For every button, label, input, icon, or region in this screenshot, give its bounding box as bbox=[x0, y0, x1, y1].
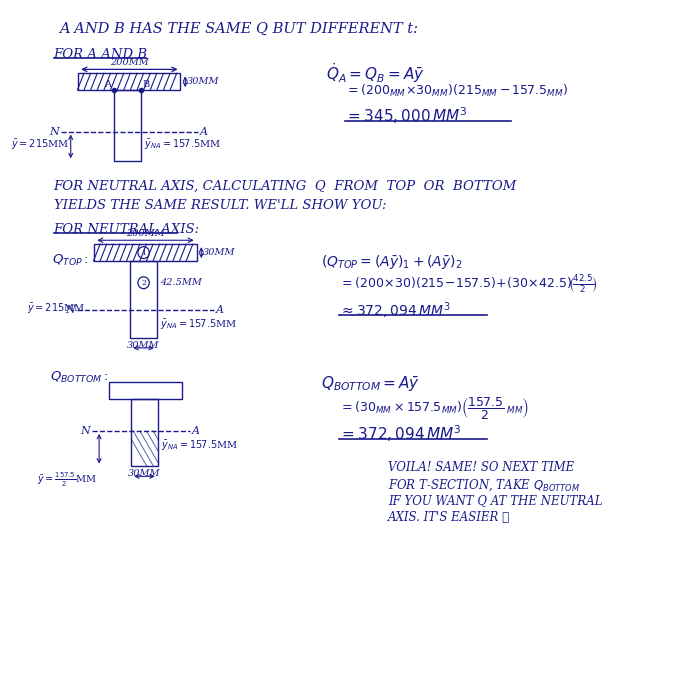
Text: VOILA! SAME! SO NEXT TIME: VOILA! SAME! SO NEXT TIME bbox=[388, 460, 574, 473]
Text: $(Q_{TOP} = (A\bar{y})_1 + (A\bar{y})_2$: $(Q_{TOP} = (A\bar{y})_1 + (A\bar{y})_2$ bbox=[322, 253, 463, 271]
Text: $\bar{y}_{NA}=157.5$MM: $\bar{y}_{NA}=157.5$MM bbox=[161, 438, 238, 453]
Text: FOR T-SECTION, TAKE $Q_{BOTTOM}$: FOR T-SECTION, TAKE $Q_{BOTTOM}$ bbox=[388, 477, 579, 493]
Bar bbox=[132, 400, 158, 466]
Text: 30MM: 30MM bbox=[187, 77, 220, 86]
Text: $Q_{BOTTOM} = A\bar{y}$: $Q_{BOTTOM} = A\bar{y}$ bbox=[322, 374, 421, 393]
Text: 2: 2 bbox=[141, 279, 146, 287]
Text: $Q_{BOTTOM}:$: $Q_{BOTTOM}:$ bbox=[50, 370, 108, 385]
Text: $\bar{y}=215$MM: $\bar{y}=215$MM bbox=[10, 139, 69, 152]
Text: $\approx 372,094\,MM^3$: $\approx 372,094\,MM^3$ bbox=[338, 301, 450, 321]
Text: $\dot{Q}_A = Q_B = A\bar{y}$: $\dot{Q}_A = Q_B = A\bar{y}$ bbox=[326, 61, 425, 85]
Text: FOR A AND B: FOR A AND B bbox=[54, 48, 148, 61]
Text: AXIS. IT'S EASIER 🙂: AXIS. IT'S EASIER 🙂 bbox=[388, 511, 510, 524]
Text: $\bar{y}=215$MM: $\bar{y}=215$MM bbox=[27, 303, 85, 316]
Text: 200MM: 200MM bbox=[126, 229, 165, 238]
Bar bbox=[114, 90, 141, 161]
Text: $\bar{y}_{NA}=157.5$MM: $\bar{y}_{NA}=157.5$MM bbox=[143, 137, 220, 152]
Text: $= 372,094\,MM^3$: $= 372,094\,MM^3$ bbox=[338, 423, 461, 444]
Bar bbox=[130, 261, 157, 338]
Text: $= 345,000\,MM^3$: $= 345,000\,MM^3$ bbox=[345, 105, 468, 126]
Text: A: A bbox=[105, 80, 112, 89]
Text: 42.5MM: 42.5MM bbox=[160, 278, 202, 288]
Text: $= (30_{MM} \times 157.5_{MM})\left(\dfrac{157.5}{2}\,_{MM}\right)$: $= (30_{MM} \times 157.5_{MM})\left(\dfr… bbox=[338, 395, 528, 421]
Text: 30MM: 30MM bbox=[203, 248, 236, 257]
Text: 200MM: 200MM bbox=[110, 58, 149, 68]
Text: FOR NEUTRAL AXIS:: FOR NEUTRAL AXIS: bbox=[54, 223, 200, 236]
Text: $\bar{y}_{NA}=157.5$MM: $\bar{y}_{NA}=157.5$MM bbox=[160, 318, 236, 333]
Text: 1: 1 bbox=[141, 249, 146, 257]
Bar bbox=[79, 73, 181, 90]
Text: N: N bbox=[50, 126, 59, 137]
Text: $\bar{y}=\frac{157.5}{2}$MM: $\bar{y}=\frac{157.5}{2}$MM bbox=[37, 471, 97, 490]
Text: A: A bbox=[199, 126, 207, 137]
Text: N: N bbox=[80, 426, 90, 436]
Text: YIELDS THE SAME RESULT. WE'LL SHOW YOU:: YIELDS THE SAME RESULT. WE'LL SHOW YOU: bbox=[54, 199, 387, 212]
Bar bbox=[109, 382, 183, 400]
Text: $Q_{TOP}:$: $Q_{TOP}:$ bbox=[52, 253, 89, 268]
Text: FOR NEUTRAL AXIS, CALCULATING  Q  FROM  TOP  OR  BOTTOM: FOR NEUTRAL AXIS, CALCULATING Q FROM TOP… bbox=[54, 180, 517, 193]
Text: 30MM: 30MM bbox=[128, 469, 161, 478]
Text: B: B bbox=[143, 80, 150, 89]
Text: $= (200_{MM}\!\times\!30_{MM})(215_{MM} - 157.5_{MM})$: $= (200_{MM}\!\times\!30_{MM})(215_{MM} … bbox=[345, 83, 568, 99]
Text: IF YOU WANT Q AT THE NEUTRAL: IF YOU WANT Q AT THE NEUTRAL bbox=[388, 494, 602, 507]
Text: A AND B HAS THE SAME Q BUT DIFFERENT t:: A AND B HAS THE SAME Q BUT DIFFERENT t: bbox=[59, 22, 418, 36]
Text: A: A bbox=[192, 426, 200, 436]
Text: A: A bbox=[216, 305, 223, 316]
Text: $=(200\!\times\!30)(215\!-\!157.5)\!+\!(30\!\times\!42.5)\!\left(\!\frac{42.5}{2: $=(200\!\times\!30)(215\!-\!157.5)\!+\!(… bbox=[338, 273, 597, 295]
Bar bbox=[94, 245, 196, 261]
Text: 30MM: 30MM bbox=[127, 341, 160, 350]
Text: N: N bbox=[65, 305, 76, 316]
